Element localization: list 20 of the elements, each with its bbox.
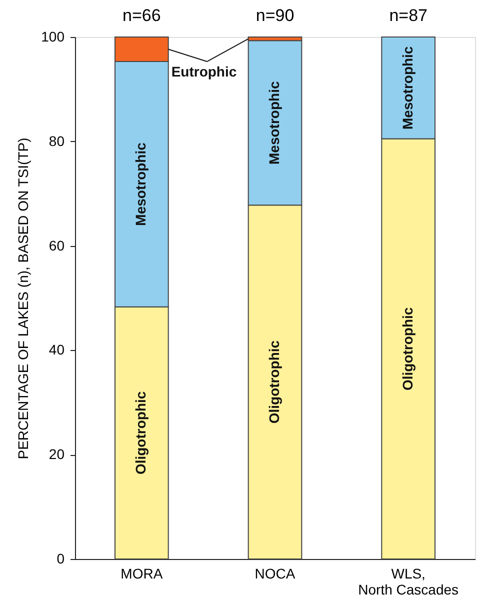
y-tick-label: 80 — [48, 132, 65, 149]
annotation: n=87 — [389, 6, 428, 25]
y-tick-label: 60 — [48, 237, 65, 254]
x-tick-label: WLS, North Cascades — [358, 566, 459, 598]
annotation: n=90 — [256, 6, 294, 25]
series-label: Eutrophic — [171, 64, 237, 80]
y-tick-label: 20 — [48, 446, 65, 462]
x-tick-label: MORA — [120, 566, 164, 582]
text: Oligotrophic — [266, 340, 282, 424]
series-label: Oligotrophic — [132, 391, 149, 475]
y-tick-label: 100 — [41, 28, 65, 44]
y-axis-title: PERCENTAGE OF LAKES (n), BASED ON TSI(TP) — [15, 138, 32, 460]
x-tick-label: NOCA — [254, 566, 296, 582]
text: Oligotrophic — [399, 307, 416, 391]
text: Mesotrophic — [132, 142, 149, 226]
annotation: n=66 — [122, 6, 161, 25]
text: Mesotrophic — [266, 81, 282, 164]
series-label: Mesotrophic — [399, 46, 416, 130]
y-tick-label: 40 — [48, 342, 65, 358]
y-tick-label: 0 — [56, 550, 65, 566]
